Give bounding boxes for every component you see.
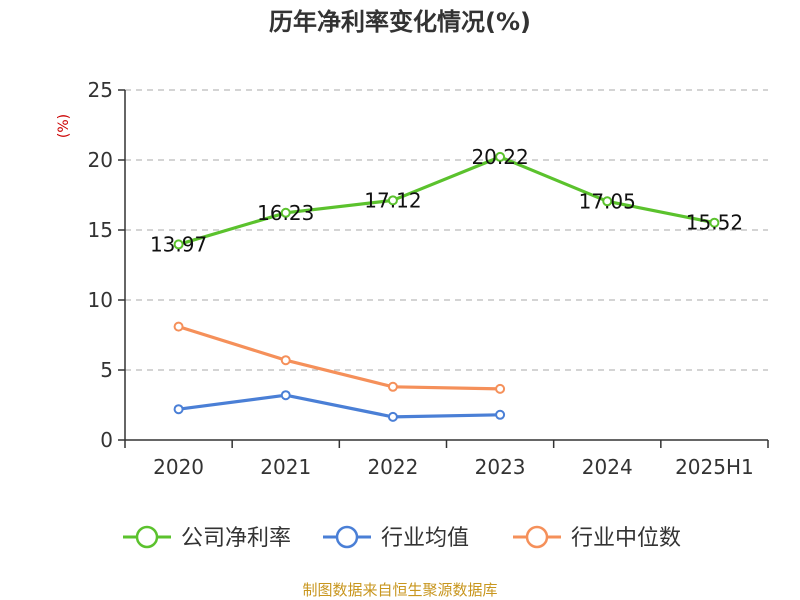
legend: 公司净利率 行业均值 行业中位数 bbox=[123, 525, 681, 551]
y-tick-label: 5 bbox=[100, 358, 113, 382]
y-tick-labels: 0 5 10 15 20 25 bbox=[88, 78, 113, 452]
legend-swatch-marker bbox=[525, 525, 549, 549]
series-line bbox=[178, 155, 715, 246]
data-point bbox=[387, 195, 398, 206]
data-point bbox=[387, 411, 398, 422]
y-tick-label: 15 bbox=[88, 218, 113, 242]
x-tick-label: 2021 bbox=[260, 455, 311, 479]
y-axis-unit-label: (%) bbox=[56, 114, 72, 138]
legend-swatch-marker bbox=[335, 525, 359, 549]
data-point bbox=[387, 381, 398, 392]
legend-entry-label: 行业中位数 bbox=[571, 526, 681, 551]
y-tick-label: 20 bbox=[88, 148, 113, 172]
legend-swatch-marker bbox=[135, 525, 159, 549]
data-point bbox=[280, 390, 291, 401]
series-line bbox=[178, 393, 501, 419]
data-point bbox=[495, 409, 506, 420]
chart-title: 历年净利率变化情况(%) bbox=[269, 8, 531, 36]
series-group bbox=[173, 151, 720, 422]
data-point bbox=[173, 321, 184, 332]
data-label: 17.12 bbox=[364, 188, 421, 212]
data-point bbox=[173, 404, 184, 415]
data-label: 16.23 bbox=[257, 201, 314, 225]
legend-entry-label: 行业均值 bbox=[381, 526, 469, 551]
axes bbox=[118, 89, 769, 448]
data-point bbox=[709, 217, 720, 228]
x-tick-label: 2022 bbox=[367, 455, 418, 479]
legend-entry-label: 公司净利率 bbox=[181, 526, 291, 551]
data-label: 20.22 bbox=[471, 145, 528, 169]
data-point bbox=[173, 239, 184, 250]
y-tick-label: 0 bbox=[100, 428, 113, 452]
data-label: 13.97 bbox=[150, 232, 207, 256]
gridlines bbox=[125, 89, 768, 371]
data-labels: 13.97 16.23 17.12 20.22 17.05 15.52 bbox=[150, 145, 743, 256]
x-tick-label: 2024 bbox=[582, 455, 633, 479]
x-tick-labels: 2020 2021 2022 2023 2024 2025H1 bbox=[153, 455, 754, 479]
x-tick-label: 2020 bbox=[153, 455, 204, 479]
data-point bbox=[495, 383, 506, 394]
y-tick-label: 25 bbox=[88, 78, 113, 102]
data-point bbox=[280, 207, 291, 218]
data-point bbox=[602, 196, 613, 207]
y-tick-label: 10 bbox=[88, 288, 113, 312]
data-point bbox=[495, 151, 506, 162]
data-label: 15.52 bbox=[686, 211, 743, 235]
data-label: 17.05 bbox=[579, 189, 636, 213]
data-point bbox=[280, 355, 291, 366]
x-tick-label: 2023 bbox=[475, 455, 526, 479]
x-tick-label: 2025H1 bbox=[675, 455, 754, 479]
series-line bbox=[178, 325, 501, 391]
source-note: 制图数据来自恒生聚源数据库 bbox=[302, 581, 497, 599]
